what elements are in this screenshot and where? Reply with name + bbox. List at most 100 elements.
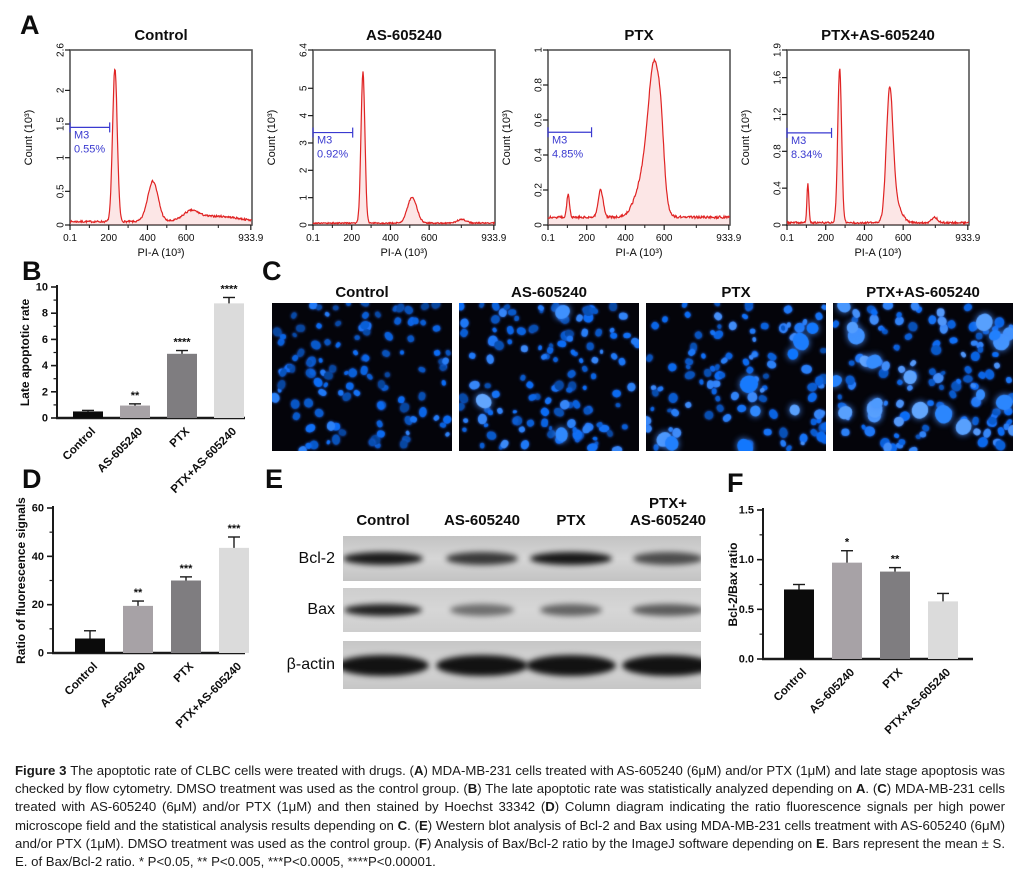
y-axis-label: Bcl-2/Bax ratio (726, 542, 740, 626)
gate-label: M3 (317, 135, 332, 147)
blot-band-β-actin-lane4 (622, 654, 701, 676)
x-tick-label: 600 (178, 233, 195, 244)
blot-band-β-actin-lane3 (526, 654, 616, 676)
y-tick-label: 1 (56, 154, 67, 160)
caption-bold-segment: Figure 3 (15, 763, 71, 778)
x-tick-label: 0.1 (780, 233, 794, 244)
caption-segment: ) Analysis of Bax/Bcl-2 ratio by the Ima… (426, 835, 817, 851)
figure-caption: Figure 3 The apoptotic rate of CLBC cell… (15, 762, 1005, 871)
caption-bold-segment: B (467, 781, 478, 797)
micrograph-label-PTX+AS-605240: PTX+AS-605240 (866, 284, 980, 301)
y-tick-label: 5 (299, 85, 310, 91)
category-label: PTX (168, 425, 193, 450)
caption-bold-segment: A (413, 763, 424, 778)
y-tick-label: 6.4 (299, 43, 310, 57)
y-tick-label: 0.8 (534, 78, 545, 92)
micrograph-label-Control: Control (335, 284, 389, 301)
category-label: Control (61, 426, 98, 463)
y-tick-label: 1.0 (739, 554, 754, 566)
blot-band-β-actin-lane2 (436, 654, 528, 676)
panel-d-bar-chart: 0 20 40 60 Ratio of fluorescence signals Cont… (14, 497, 249, 731)
blot-strip-Bax (343, 588, 701, 632)
caption-bold-segment: F (418, 835, 427, 851)
bar-Control (784, 589, 814, 659)
bar-PTX+AS-605240 (928, 601, 958, 659)
caption-bold-segment: A (855, 781, 866, 797)
caption-bold-segment: E (816, 835, 825, 851)
y-tick-label: 0 (38, 648, 44, 660)
caption-segment: ) Column diagram indicating the ratio fl… (15, 799, 1006, 833)
blot-band-Bax-lane2 (450, 604, 514, 616)
y-tick-label: 60 (32, 503, 44, 515)
histogram-curve (69, 68, 252, 225)
x-axis-label: PI-A (10³) (380, 247, 427, 259)
caption-segment: ) The late apoptotic rate was statistica… (477, 781, 856, 797)
gate-label: M3 (791, 135, 806, 147)
histogram-curve (312, 71, 495, 226)
significance-label: *** (180, 563, 194, 575)
panel-b-bar-chart: 0 2 4 6 8 10 Late apoptotic rate Control ** AS-60… (18, 282, 245, 496)
gate-percentage: 0.92% (317, 149, 348, 161)
plot-title: AS-605240 (366, 27, 442, 44)
plot-frame (69, 49, 253, 226)
y-tick-label: 1 (534, 47, 545, 53)
x-tick-label: 933.9 (716, 233, 741, 244)
y-tick-label: 1.9 (773, 43, 784, 57)
x-tick-label: 933.9 (955, 233, 980, 244)
blot-row-label-β-actin: β-actin (286, 656, 335, 673)
bar-PTX (880, 571, 910, 659)
blot-strip-Bcl-2 (343, 536, 701, 581)
bar-PTX (171, 580, 201, 653)
caption-segment: . Bars represent the mean ± S. E. of Bax… (15, 835, 1006, 870)
blot-band-Bcl-2-lane4 (633, 552, 701, 565)
y-tick-label: 20 (32, 599, 44, 611)
histogram-curve (786, 68, 970, 226)
caption-bold-segment: D (545, 799, 555, 815)
x-axis-label: PI-A (10³) (854, 247, 901, 259)
y-tick-label: 0.4 (534, 148, 545, 162)
x-tick-label: 400 (382, 233, 399, 244)
y-axis-label: Late apoptotic rate (18, 299, 32, 407)
x-tick-label: 200 (343, 233, 360, 244)
caption-bold-segment: C (877, 781, 887, 797)
lane-header-3: PTX (556, 512, 586, 529)
x-tick-label: 600 (656, 233, 673, 244)
plot-frame (786, 49, 970, 226)
gate-percentage: 0.55% (74, 143, 105, 155)
significance-label: **** (173, 337, 191, 349)
blot-band-Bcl-2-lane1 (343, 552, 423, 565)
y-tick-label: 6 (42, 334, 48, 346)
y-tick-label: 1.5 (56, 117, 67, 131)
bar-AS-605240 (832, 562, 862, 659)
category-label: PTX (172, 660, 197, 685)
y-axis-label: Count (10³) (501, 110, 513, 166)
x-tick-label: 933.9 (238, 233, 263, 244)
caption-segment: ) MDA-MB-231 cells treated with AS-60524… (15, 763, 1005, 797)
blot-band-Bcl-2-lane2 (446, 552, 518, 565)
y-tick-label: 1.5 (739, 505, 754, 517)
significance-label: ** (131, 390, 140, 402)
histogram-fill (70, 69, 252, 225)
y-tick-label: 2 (42, 386, 48, 398)
y-tick-label: 4 (42, 360, 49, 372)
bar-PTX (167, 353, 197, 418)
blot-band-β-actin-lane1 (343, 654, 429, 676)
y-axis-label: Count (10³) (740, 110, 752, 166)
y-tick-label: 0.5 (56, 184, 67, 198)
panel-b-letter: B (22, 256, 42, 286)
y-tick-label: 0.8 (773, 144, 784, 158)
panel-f-bar-chart: 0.0 0.5 1.0 1.5 Bcl-2/Bax ratio Control * AS-60… (726, 505, 973, 737)
x-tick-label: 200 (578, 233, 595, 244)
gate-percentage: 8.34% (791, 149, 822, 161)
x-tick-label: 200 (100, 233, 117, 244)
y-axis-label: Count (10³) (266, 110, 278, 166)
significance-label: *** (228, 523, 242, 535)
x-tick-label: 600 (895, 233, 912, 244)
y-tick-label: 2 (299, 167, 310, 173)
category-label: Control (63, 661, 100, 698)
x-axis-label: PI-A (10³) (615, 247, 662, 259)
category-label: Control (772, 667, 809, 704)
y-tick-label: 4 (299, 112, 310, 118)
y-tick-label: 0.5 (739, 604, 754, 616)
